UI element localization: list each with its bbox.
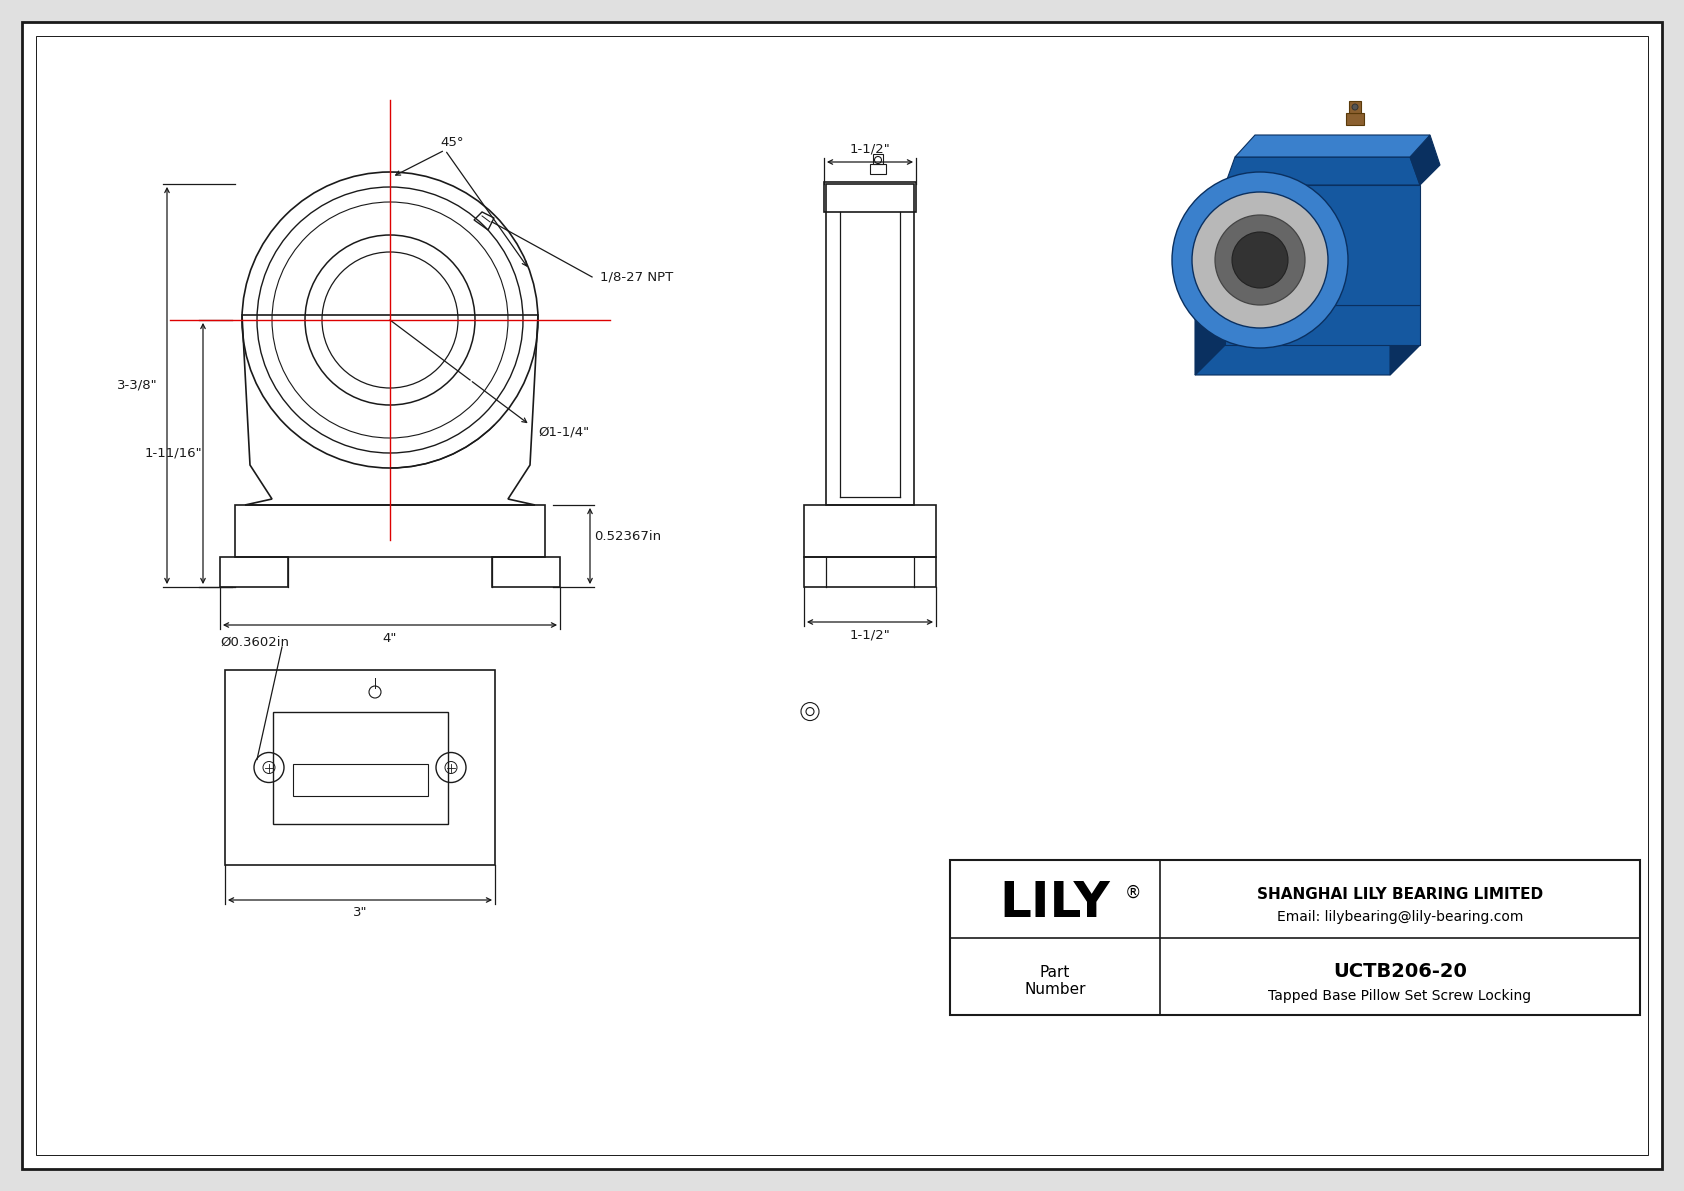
- Circle shape: [1172, 172, 1347, 348]
- Bar: [293, 763, 428, 796]
- Text: 1-11/16": 1-11/16": [145, 447, 202, 460]
- Polygon shape: [1224, 185, 1420, 305]
- Circle shape: [1352, 104, 1357, 110]
- Text: LILY: LILY: [1000, 879, 1110, 928]
- Text: Email: lilybearing@lily-bearing.com: Email: lilybearing@lily-bearing.com: [1276, 910, 1524, 924]
- Text: Tapped Base Pillow Set Screw Locking: Tapped Base Pillow Set Screw Locking: [1268, 990, 1531, 1003]
- Bar: [492, 557, 561, 587]
- Text: 1-1/2": 1-1/2": [850, 629, 891, 642]
- Polygon shape: [1234, 135, 1430, 157]
- Text: ®: ®: [1125, 884, 1142, 902]
- Bar: [872, 154, 882, 164]
- Text: 45°: 45°: [440, 136, 463, 149]
- Circle shape: [1214, 216, 1305, 305]
- Circle shape: [1192, 192, 1329, 328]
- Text: 4": 4": [382, 631, 397, 644]
- Bar: [950, 860, 1640, 1015]
- Polygon shape: [1224, 305, 1420, 345]
- Bar: [226, 671, 495, 865]
- Bar: [1346, 113, 1364, 125]
- Text: 1-1/2": 1-1/2": [850, 143, 891, 156]
- Bar: [236, 505, 546, 557]
- Bar: [273, 711, 448, 823]
- Polygon shape: [1224, 157, 1420, 185]
- Polygon shape: [1196, 345, 1420, 375]
- Text: 3": 3": [352, 906, 367, 919]
- Polygon shape: [1389, 305, 1420, 375]
- Polygon shape: [1410, 135, 1440, 185]
- Text: Ø0.3602in: Ø0.3602in: [221, 636, 290, 649]
- Bar: [825, 183, 914, 505]
- Bar: [823, 182, 916, 212]
- Text: Part
Number: Part Number: [1024, 965, 1086, 997]
- Circle shape: [1233, 232, 1288, 288]
- Text: Ø1-1/4": Ø1-1/4": [537, 425, 589, 438]
- Bar: [871, 164, 886, 174]
- Text: UCTB206-20: UCTB206-20: [1334, 962, 1467, 981]
- Bar: [1349, 101, 1361, 113]
- Text: SHANGHAI LILY BEARING LIMITED: SHANGHAI LILY BEARING LIMITED: [1256, 886, 1543, 902]
- Text: 1/8-27 NPT: 1/8-27 NPT: [600, 270, 674, 283]
- Bar: [221, 557, 288, 587]
- Bar: [803, 505, 936, 557]
- Text: 3-3/8": 3-3/8": [116, 379, 157, 392]
- Bar: [803, 557, 936, 587]
- Text: 0.52367in: 0.52367in: [594, 530, 662, 542]
- Polygon shape: [1196, 185, 1224, 375]
